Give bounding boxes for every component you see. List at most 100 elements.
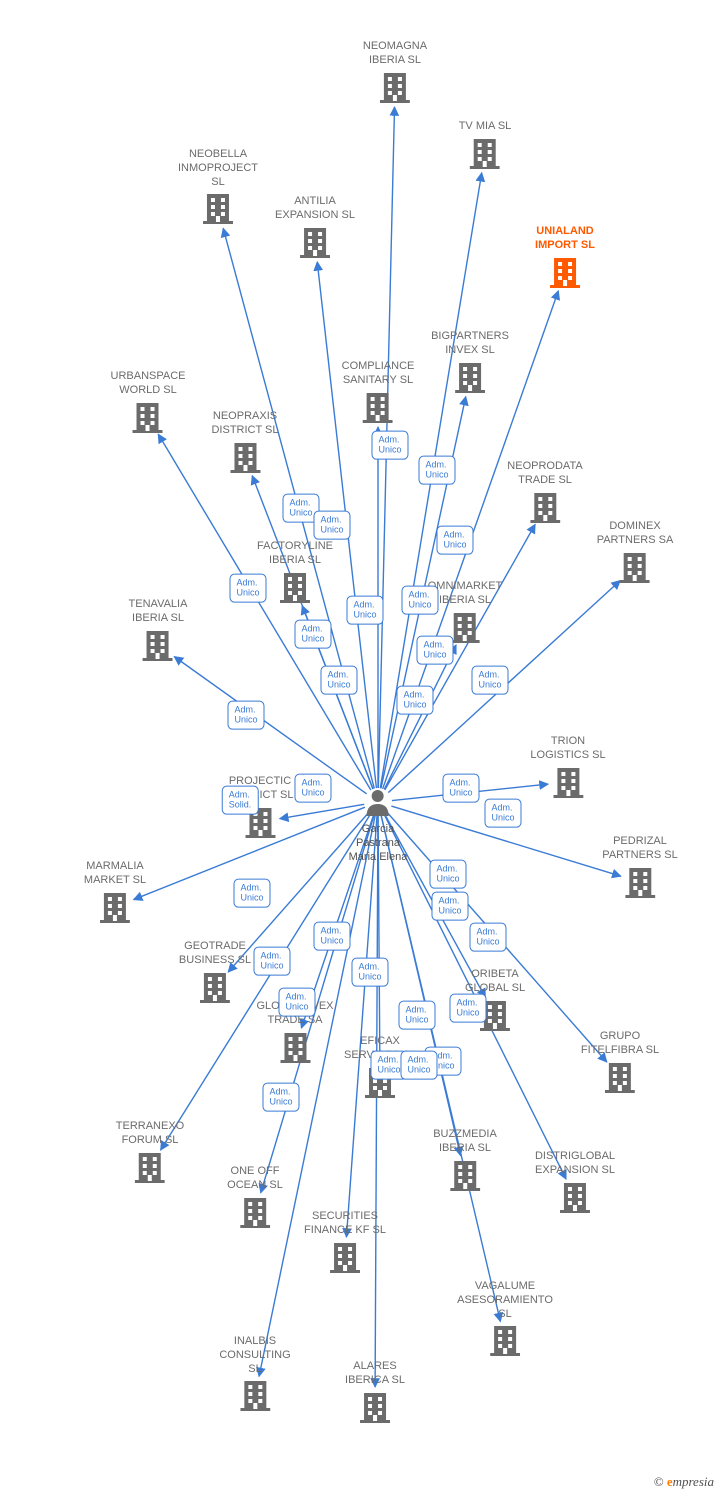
company-node[interactable]: COMPLIANCE SANITARY SL [342,360,415,428]
edge-label: Adm. Unico [416,636,453,665]
company-node[interactable]: TRION LOGISTICS SL [530,735,605,803]
company-label: FACTORYLINE IBERIA SL [257,540,333,568]
edge-label: Adm. Unico [294,774,331,803]
edge-label: Adm. Unico [442,774,479,803]
company-node[interactable]: INALBIS CONSULTING SL [219,1335,290,1416]
building-icon [84,891,146,928]
building-icon [597,551,674,588]
company-node[interactable]: URBANSPACE WORLD SL [111,370,186,438]
center-person-label: Garcia Pastrana Maria Elena [349,823,408,864]
building-icon [275,226,355,263]
building-icon [178,192,258,229]
building-icon [179,971,251,1008]
building-icon [363,71,427,108]
building-icon [535,1181,615,1218]
edge-label: Adm. Unico [431,892,468,921]
company-label: TV MIA SL [459,120,512,134]
building-icon [602,866,677,903]
copyright: © empresia [654,1474,714,1490]
company-label: ONE OFF OCEAN SL [227,1165,283,1193]
building-icon [111,401,186,438]
company-label: SECURITIES FINANCE KF SL [304,1210,386,1238]
edge-label: Adm. Unico [262,1083,299,1112]
company-node[interactable]: PEDRIZAL PARTNERS SL [602,835,677,903]
building-icon [304,1241,386,1278]
company-label: NEOPRODATA TRADE SL [507,460,582,488]
company-node[interactable]: DISTRIGLOBAL EXPANSION SL [535,1150,615,1218]
company-label: INALBIS CONSULTING SL [219,1335,290,1376]
edge-label: Adm. Unico [449,994,486,1023]
company-node[interactable]: BIGPARTNERS INVEX SL [431,330,509,398]
company-label: VAGALUME ASESORAMIENTO SL [457,1280,553,1321]
building-icon [227,1196,283,1233]
building-icon [129,629,188,666]
edge-label: Adm. Unico [418,456,455,485]
edge-label: Adm. Unico [227,701,264,730]
company-node[interactable]: NEOMAGNA IBERIA SL [363,40,427,108]
building-icon [257,571,333,608]
building-icon [116,1151,184,1188]
center-person-node[interactable]: Garcia Pastrana Maria Elena [349,788,408,864]
company-label: ORIBETA GLOBAL SL [465,968,525,996]
building-icon [581,1061,659,1098]
building-icon [530,766,605,803]
company-label: NEOMAGNA IBERIA SL [363,40,427,68]
company-node[interactable]: ALARES IBERICA SL [345,1360,405,1428]
company-node[interactable]: DOMINEX PARTNERS SA [597,520,674,588]
edge-label: Adm. Unico [351,958,388,987]
company-label: BIGPARTNERS INVEX SL [431,330,509,358]
edge-line [158,434,371,790]
company-node[interactable]: SECURITIES FINANCE KF SL [304,1210,386,1278]
edge-label: Adm. Unico [401,586,438,615]
company-label: GRUPO FITELFIBRA SL [581,1030,659,1058]
edge-line [384,645,456,790]
building-icon [459,137,512,174]
edge-label: Adm. Unico [436,526,473,555]
company-node[interactable]: ANTILIA EXPANSION SL [275,195,355,263]
building-icon [256,1031,333,1068]
edge-label: Adm. Solid. [222,786,259,815]
company-node[interactable]: MARMALIA MARKET SL [84,860,146,928]
company-node[interactable]: TV MIA SL [459,120,512,174]
company-node[interactable]: FACTORYLINE IBERIA SL [257,540,333,608]
company-label: UNIALAND IMPORT SL [535,225,595,253]
building-icon [535,256,595,293]
edge-label: Adm. Unico [398,1001,435,1030]
company-node[interactable]: TENAVALIA IBERIA SL [129,598,188,666]
edge-line [385,524,535,789]
building-icon [211,441,278,478]
edge-label: Adm. Unico [233,879,270,908]
building-icon [345,1391,405,1428]
company-label: COMPLIANCE SANITARY SL [342,360,415,388]
company-node[interactable]: BUZZMEDIA IBERIA SL [433,1128,497,1196]
company-node[interactable]: NEOPRAXIS DISTRICT SL [211,410,278,478]
edge-label: Adm. Unico [484,799,521,828]
company-node[interactable]: UNIALAND IMPORT SL [535,225,595,293]
edge-label: Adm. Unico [278,988,315,1017]
company-node[interactable]: TERRANEXO FORUM SL [116,1120,184,1188]
edge-label: Adm. Unico [346,596,383,625]
company-node[interactable]: VAGALUME ASESORAMIENTO SL [457,1280,553,1361]
company-label: MARMALIA MARKET SL [84,860,146,888]
building-icon [507,491,582,528]
building-icon [219,1379,290,1416]
edge-label: Adm. Unico [429,860,466,889]
company-label: TERRANEXO FORUM SL [116,1120,184,1148]
building-icon [342,391,415,428]
company-node[interactable]: NEOPRODATA TRADE SL [507,460,582,528]
company-label: OMNIMARKET IBERIA SL [428,580,503,608]
company-label: DISTRIGLOBAL EXPANSION SL [535,1150,615,1178]
company-node[interactable]: GRUPO FITELFIBRA SL [581,1030,659,1098]
edge-label: Adm. Unico [469,923,506,952]
company-label: BUZZMEDIA IBERIA SL [433,1128,497,1156]
company-node[interactable]: ONE OFF OCEAN SL [227,1165,283,1233]
building-icon [433,1159,497,1196]
building-icon [457,1324,553,1361]
company-label: ANTILIA EXPANSION SL [275,195,355,223]
company-label: NEOBELLA INMOPROJECT SL [178,148,258,189]
edge-label: Adm. Unico [294,620,331,649]
company-node[interactable]: GEOTRADE BUSINESS SL [179,940,251,1008]
company-label: PEDRIZAL PARTNERS SL [602,835,677,863]
company-label: URBANSPACE WORLD SL [111,370,186,398]
company-node[interactable]: NEOBELLA INMOPROJECT SL [178,148,258,229]
